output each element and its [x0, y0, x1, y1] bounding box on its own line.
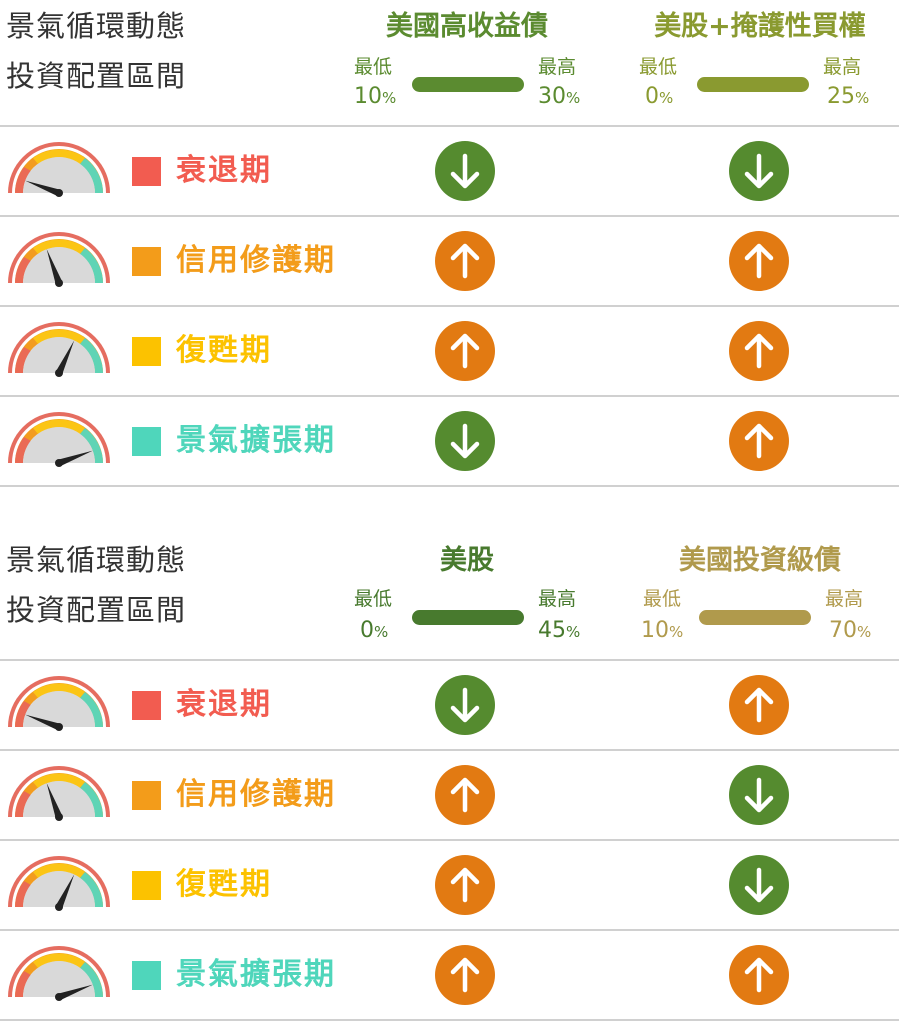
max-value: 25%: [827, 84, 870, 109]
phase-row: 衰退期: [0, 661, 899, 751]
phase-row: 信用修護期: [0, 217, 899, 307]
column-title: 美國投資級債: [679, 545, 841, 576]
phase-color-square: [132, 691, 161, 720]
min-value: 0%: [360, 618, 389, 643]
up-arrow-icon: [435, 855, 495, 915]
column-header-2: 美股+掩護性買權 最低 最高 0% 25%: [625, 0, 895, 120]
max-label: 最高: [538, 56, 577, 78]
range-bar: [697, 77, 809, 92]
up-arrow-icon: [435, 231, 495, 291]
column-header-1: 美股 最低 最高 0% 45%: [332, 532, 602, 652]
phase-row: 信用修護期: [0, 751, 899, 841]
divider: [0, 839, 899, 841]
section-title-line1: 景氣循環動態: [6, 543, 187, 577]
column-header-1: 美國高收益債 最低 最高 10% 30%: [332, 0, 602, 120]
min-label: 最低: [643, 588, 682, 610]
column-title: 美國高收益債: [386, 11, 548, 42]
divider: [0, 929, 899, 931]
phase-row: 景氣擴張期: [0, 397, 899, 487]
max-value: 45%: [538, 618, 581, 643]
gauge-icon: [4, 761, 114, 827]
divider: [0, 125, 899, 127]
divider: [0, 215, 899, 217]
allocation-section-2: 景氣循環動態 投資配置區間 美股 最低 最高 0% 45% 美國投資級債 最低 …: [0, 532, 902, 1025]
column-header-2: 美國投資級債 最低 最高 10% 70%: [625, 532, 895, 652]
down-arrow-icon: [729, 855, 789, 915]
up-arrow-icon: [435, 945, 495, 1005]
range-bar: [412, 610, 524, 625]
phase-label: 衰退期: [176, 687, 272, 722]
min-label: 最低: [354, 56, 393, 78]
gauge-icon: [4, 851, 114, 917]
section-title-line2: 投資配置區間: [6, 59, 187, 93]
up-arrow-icon: [729, 675, 789, 735]
phase-color-square: [132, 157, 161, 186]
max-value: 30%: [538, 84, 581, 109]
phase-row: 景氣擴張期: [0, 931, 899, 1021]
max-value: 70%: [829, 618, 872, 643]
up-arrow-icon: [435, 321, 495, 381]
phase-label: 景氣擴張期: [176, 423, 336, 458]
phase-row: 衰退期: [0, 127, 899, 217]
phase-color-square: [132, 247, 161, 276]
max-label: 最高: [825, 588, 864, 610]
range-bar: [412, 77, 524, 92]
gauge-icon: [4, 227, 114, 293]
down-arrow-icon: [729, 765, 789, 825]
up-arrow-icon: [729, 231, 789, 291]
min-label: 最低: [354, 588, 393, 610]
phase-label: 景氣擴張期: [176, 957, 336, 992]
gauge-icon: [4, 407, 114, 473]
phase-label: 衰退期: [176, 153, 272, 188]
phase-color-square: [132, 337, 161, 366]
gauge-icon: [4, 137, 114, 203]
down-arrow-icon: [435, 141, 495, 201]
gauge-icon: [4, 317, 114, 383]
phase-color-square: [132, 427, 161, 456]
down-arrow-icon: [729, 141, 789, 201]
min-label: 最低: [639, 56, 678, 78]
section-title-line2: 投資配置區間: [6, 593, 187, 627]
phase-row: 復甦期: [0, 307, 899, 397]
phase-label: 信用修護期: [176, 777, 336, 812]
divider: [0, 485, 899, 487]
min-value: 10%: [641, 618, 684, 643]
divider: [0, 395, 899, 397]
phase-color-square: [132, 781, 161, 810]
phase-label: 復甦期: [176, 867, 272, 902]
phase-row: 復甦期: [0, 841, 899, 931]
phase-label: 復甦期: [176, 333, 272, 368]
down-arrow-icon: [435, 675, 495, 735]
allocation-section-1: 景氣循環動態 投資配置區間 美國高收益債 最低 最高 10% 30% 美股+掩護…: [0, 0, 902, 487]
down-arrow-icon: [435, 411, 495, 471]
divider: [0, 659, 899, 661]
phase-color-square: [132, 871, 161, 900]
column-title: 美股: [440, 545, 494, 576]
divider: [0, 305, 899, 307]
gauge-icon: [4, 671, 114, 737]
phase-label: 信用修護期: [176, 243, 336, 278]
column-title: 美股+掩護性買權: [654, 11, 866, 42]
section-title-line1: 景氣循環動態: [6, 9, 187, 43]
up-arrow-icon: [435, 765, 495, 825]
phase-color-square: [132, 961, 161, 990]
max-label: 最高: [823, 56, 862, 78]
max-label: 最高: [538, 588, 577, 610]
up-arrow-icon: [729, 945, 789, 1005]
min-value: 10%: [354, 84, 397, 109]
divider: [0, 1019, 899, 1021]
divider: [0, 749, 899, 751]
min-value: 0%: [645, 84, 674, 109]
up-arrow-icon: [729, 321, 789, 381]
gauge-icon: [4, 941, 114, 1007]
up-arrow-icon: [729, 411, 789, 471]
range-bar: [699, 610, 811, 625]
